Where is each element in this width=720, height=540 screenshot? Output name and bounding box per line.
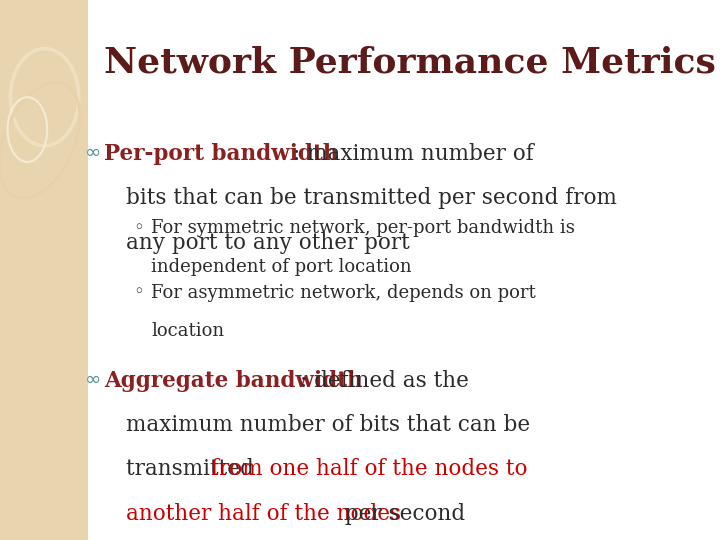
Bar — [0, 0, 88, 540]
Text: maximum number of bits that can be: maximum number of bits that can be — [126, 414, 530, 436]
Text: Per-port bandwidth: Per-port bandwidth — [104, 143, 339, 165]
Text: bits that can be transmitted per second from: bits that can be transmitted per second … — [126, 187, 617, 210]
Text: location: location — [151, 322, 225, 340]
Text: another half of the nodes: another half of the nodes — [126, 503, 401, 525]
Text: ◦: ◦ — [133, 219, 144, 237]
Text: ∞: ∞ — [85, 143, 102, 162]
Text: : maximum number of: : maximum number of — [293, 143, 534, 165]
Bar — [88, 0, 720, 540]
Text: transmitted: transmitted — [126, 458, 261, 481]
Text: ◦: ◦ — [133, 284, 144, 301]
Text: For asymmetric network, depends on port: For asymmetric network, depends on port — [151, 284, 536, 301]
Text: : defined as the: : defined as the — [300, 370, 469, 392]
Text: any port to any other port: any port to any other port — [126, 232, 410, 254]
Text: Aggregate bandwidth: Aggregate bandwidth — [104, 370, 363, 392]
Text: ∞: ∞ — [85, 370, 102, 389]
Text: For symmetric network, per-port bandwidth is: For symmetric network, per-port bandwidt… — [151, 219, 575, 237]
Text: from one half of the nodes to: from one half of the nodes to — [211, 458, 528, 481]
Text: per second: per second — [338, 503, 466, 525]
Text: independent of port location: independent of port location — [151, 258, 412, 275]
Text: Network Performance Metrics: Network Performance Metrics — [104, 46, 716, 80]
